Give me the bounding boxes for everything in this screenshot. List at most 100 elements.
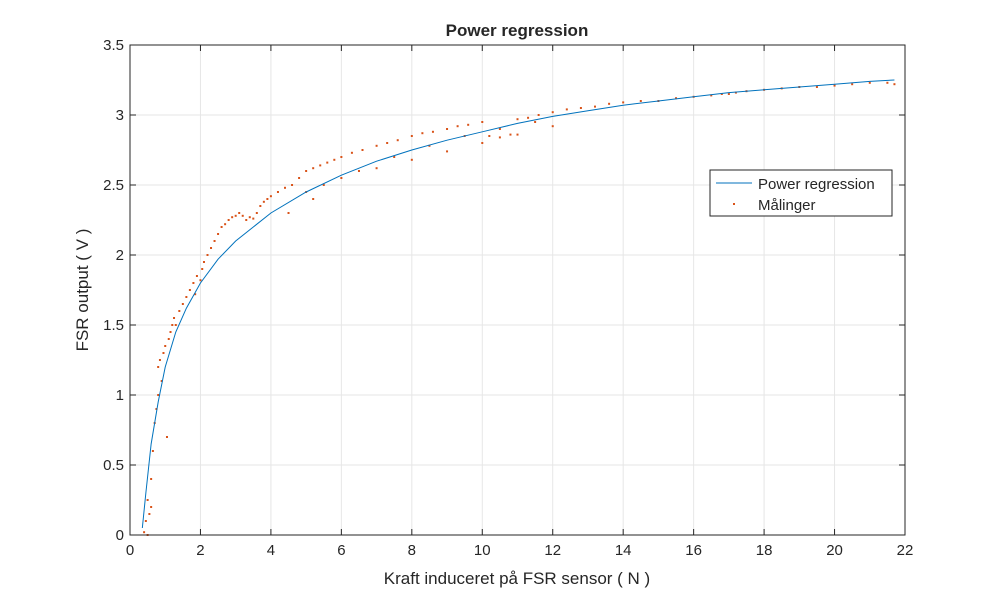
scatter-point [167, 338, 170, 340]
scatter-point [245, 219, 248, 221]
regression-series [141, 79, 895, 529]
scatter-point [276, 191, 279, 193]
y-axis-label: FSR output ( V ) [73, 229, 92, 352]
x-tick-label: 14 [615, 542, 632, 559]
scatter-point [410, 158, 413, 161]
y-tick-label: 1 [116, 387, 124, 404]
scatter-point [155, 408, 158, 410]
scatter-point [498, 128, 501, 130]
scatter-point [886, 81, 889, 84]
scatter-point [259, 205, 262, 207]
scatter-point [171, 324, 174, 326]
x-tick-label: 6 [337, 542, 345, 559]
scatter-point [287, 212, 290, 214]
scatter-point [675, 97, 678, 100]
scatter-point [146, 499, 149, 501]
scatter-point [312, 198, 315, 200]
x-tick-label: 8 [408, 542, 416, 559]
scatter-point [269, 195, 272, 198]
scatter-point [727, 93, 730, 95]
scatter-point [534, 121, 537, 123]
y-tick-label: 2 [116, 247, 124, 264]
scatter-point [266, 198, 269, 200]
scatter-point [608, 102, 611, 105]
scatter-point [160, 380, 163, 382]
scatter-point [169, 331, 172, 333]
scatter-point [498, 136, 501, 139]
scatter-point [195, 275, 198, 277]
scatter-point [340, 156, 343, 158]
scatter-point [734, 91, 737, 94]
scatter-point [720, 93, 723, 95]
x-tick-label: 0 [126, 542, 134, 559]
scatter-point [357, 170, 360, 172]
x-tick-label: 12 [544, 542, 561, 559]
scatter-point [421, 132, 424, 135]
scatter-point [868, 81, 871, 84]
scatter-point [386, 142, 389, 144]
y-tick-label: 3.5 [103, 37, 124, 54]
scatter-point [252, 217, 255, 220]
x-tick-label: 22 [897, 542, 914, 559]
scatter-point [375, 167, 378, 170]
scatter-point [241, 214, 244, 217]
scatter-point [144, 520, 147, 522]
x-tick-label: 20 [826, 542, 843, 559]
legend-box [709, 169, 893, 217]
x-axis-label: Kraft induceret på FSR sensor ( N ) [384, 569, 650, 588]
y-tick-label: 1.5 [103, 317, 124, 334]
scatter-point [410, 135, 413, 137]
scatter-point [151, 450, 154, 452]
x-tick-label: 4 [267, 542, 275, 559]
scatter-point [143, 531, 146, 534]
legend: Power regression Målinger [709, 169, 893, 217]
tick-marks: 0 2 4 6 8 10 12 14 16 18 20 22 0 0.5 1 1.5 2 2.5 3 3.5 [103, 37, 913, 559]
scatter-point [481, 121, 484, 123]
scatter-point [238, 212, 241, 214]
scatter-point [206, 254, 209, 256]
scatter-point [157, 366, 160, 368]
scatter-point [192, 282, 195, 284]
y-tick-label: 0.5 [103, 457, 124, 474]
scatter-point [234, 214, 237, 217]
scatter-point [527, 116, 530, 119]
scatter-point [537, 114, 540, 116]
scatter-point [446, 128, 449, 130]
scatter-point [467, 123, 470, 126]
scatter-point [594, 105, 596, 108]
scatter-point [516, 133, 519, 136]
plot-frame [129, 44, 906, 536]
x-tick-label: 10 [474, 542, 491, 559]
scatter-point [217, 233, 220, 235]
scatter-point [220, 226, 223, 228]
scatter-point [551, 111, 554, 114]
scatter-point [284, 186, 286, 189]
regression-line [141, 79, 895, 529]
scatter-point [262, 200, 265, 203]
scatter-point [162, 352, 165, 354]
scatter-point [157, 394, 160, 396]
scatter-point [446, 150, 449, 153]
scatter-point [428, 144, 431, 147]
scatter-point [199, 279, 202, 282]
scatter-point [833, 84, 836, 87]
scatter-point [185, 296, 188, 298]
scatter-point [291, 184, 294, 186]
scatter-point [361, 149, 364, 151]
scatter-point [150, 478, 153, 480]
scatter-point [340, 177, 343, 179]
scatter-point [815, 86, 818, 88]
scatter-point [509, 133, 512, 136]
legend-label-measurements: Målinger [758, 197, 816, 214]
scatter-point [431, 130, 434, 133]
scatter-point [350, 151, 353, 154]
x-tick-label: 2 [196, 542, 204, 559]
scatter-point [194, 293, 197, 296]
scatter-point [322, 184, 325, 186]
scatter-point [188, 289, 191, 291]
scatter-point [851, 83, 854, 86]
scatter-point [396, 139, 399, 142]
scatter-point [181, 303, 184, 305]
x-tick-label: 16 [685, 542, 702, 559]
